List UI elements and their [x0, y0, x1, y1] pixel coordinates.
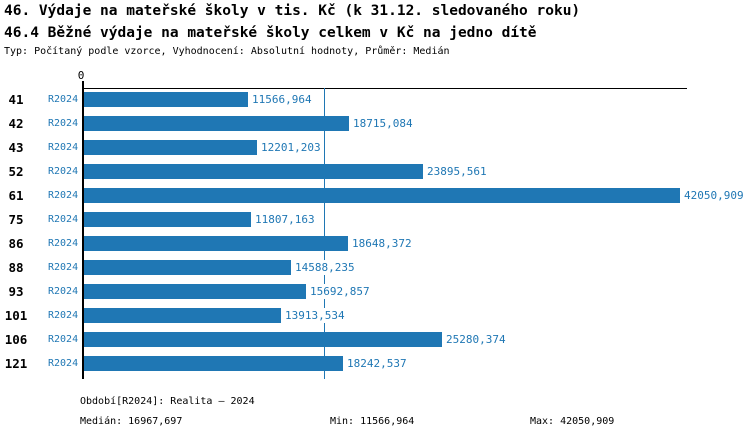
x-axis-line	[83, 88, 687, 89]
bar-value-label: 18242,537	[346, 356, 408, 371]
row-id-label: 61	[8, 188, 24, 203]
row-id-label: 88	[8, 260, 24, 275]
bar	[84, 236, 348, 251]
bar-value-label: 23895,561	[426, 164, 488, 179]
bar-value-label: 13913,534	[284, 308, 346, 323]
row-id-label: 41	[8, 92, 24, 107]
chart-row: 101 R2024 13913,534	[0, 308, 750, 323]
row-series-label: R2024	[48, 214, 79, 225]
bar	[84, 332, 442, 347]
page-subtitle: 46.4 Běžné výdaje na mateřské školy celk…	[4, 25, 537, 41]
median-line	[324, 88, 325, 379]
bar	[84, 212, 251, 227]
median-label: Medián: 16967,697	[80, 416, 183, 427]
chart-row: 86 R2024 18648,372	[0, 236, 750, 251]
chart-row: 61 R2024 42050,909	[0, 188, 750, 203]
row-series-label: R2024	[48, 118, 79, 129]
bar-value-label: 11566,964	[251, 92, 313, 107]
bar	[84, 188, 680, 203]
period-label: Období[R2024]: Realita – 2024	[80, 396, 255, 407]
chart-row: 42 R2024 18715,084	[0, 116, 750, 131]
bar	[84, 116, 349, 131]
chart-row: 41 R2024 11566,964	[0, 92, 750, 107]
row-id-label: 86	[8, 236, 24, 251]
x-axis-zero-tick-label: 0	[77, 69, 85, 82]
bar	[84, 308, 281, 323]
page-title: 46. Výdaje na mateřské školy v tis. Kč (…	[4, 3, 581, 19]
row-id-label: 42	[8, 116, 24, 131]
chart-row: 93 R2024 15692,857	[0, 284, 750, 299]
row-id-label: 93	[8, 284, 24, 299]
x-axis-zero-tick	[82, 81, 84, 88]
row-series-label: R2024	[48, 286, 79, 297]
chart-row: 121 R2024 18242,537	[0, 356, 750, 371]
row-series-label: R2024	[48, 190, 79, 201]
min-label: Min: 11566,964	[330, 416, 415, 427]
bar-value-label: 14588,235	[294, 260, 356, 275]
row-id-label: 106	[4, 332, 28, 347]
row-series-label: R2024	[48, 310, 79, 321]
max-label: Max: 42050,909	[530, 416, 615, 427]
bar-value-label: 25280,374	[445, 332, 507, 347]
row-series-label: R2024	[48, 358, 79, 369]
row-id-label: 121	[4, 356, 28, 371]
row-id-label: 52	[8, 164, 24, 179]
row-id-label: 101	[4, 308, 28, 323]
chart-row: 106 R2024 25280,374	[0, 332, 750, 347]
bar	[84, 356, 343, 371]
meta-line: Typ: Počítaný podle vzorce, Vyhodnocení:…	[4, 46, 450, 57]
row-series-label: R2024	[48, 166, 79, 177]
y-axis-line	[82, 88, 84, 379]
bar-value-label: 15692,857	[309, 284, 371, 299]
bar	[84, 260, 291, 275]
chart-row: 75 R2024 11807,163	[0, 212, 750, 227]
bar	[84, 284, 306, 299]
bar-value-label: 18715,084	[352, 116, 414, 131]
bar	[84, 92, 248, 107]
chart-row: 88 R2024 14588,235	[0, 260, 750, 275]
row-series-label: R2024	[48, 334, 79, 345]
bar-value-label: 11807,163	[254, 212, 316, 227]
bar	[84, 164, 423, 179]
row-series-label: R2024	[48, 94, 79, 105]
bar-value-label: 12201,203	[260, 140, 322, 155]
row-series-label: R2024	[48, 238, 79, 249]
bar	[84, 140, 257, 155]
chart-row: 43 R2024 12201,203	[0, 140, 750, 155]
row-id-label: 43	[8, 140, 24, 155]
chart-row: 52 R2024 23895,561	[0, 164, 750, 179]
bar-value-label: 18648,372	[351, 236, 413, 251]
bar-value-label: 42050,909	[683, 188, 745, 203]
row-series-label: R2024	[48, 262, 79, 273]
row-id-label: 75	[8, 212, 24, 227]
row-series-label: R2024	[48, 142, 79, 153]
